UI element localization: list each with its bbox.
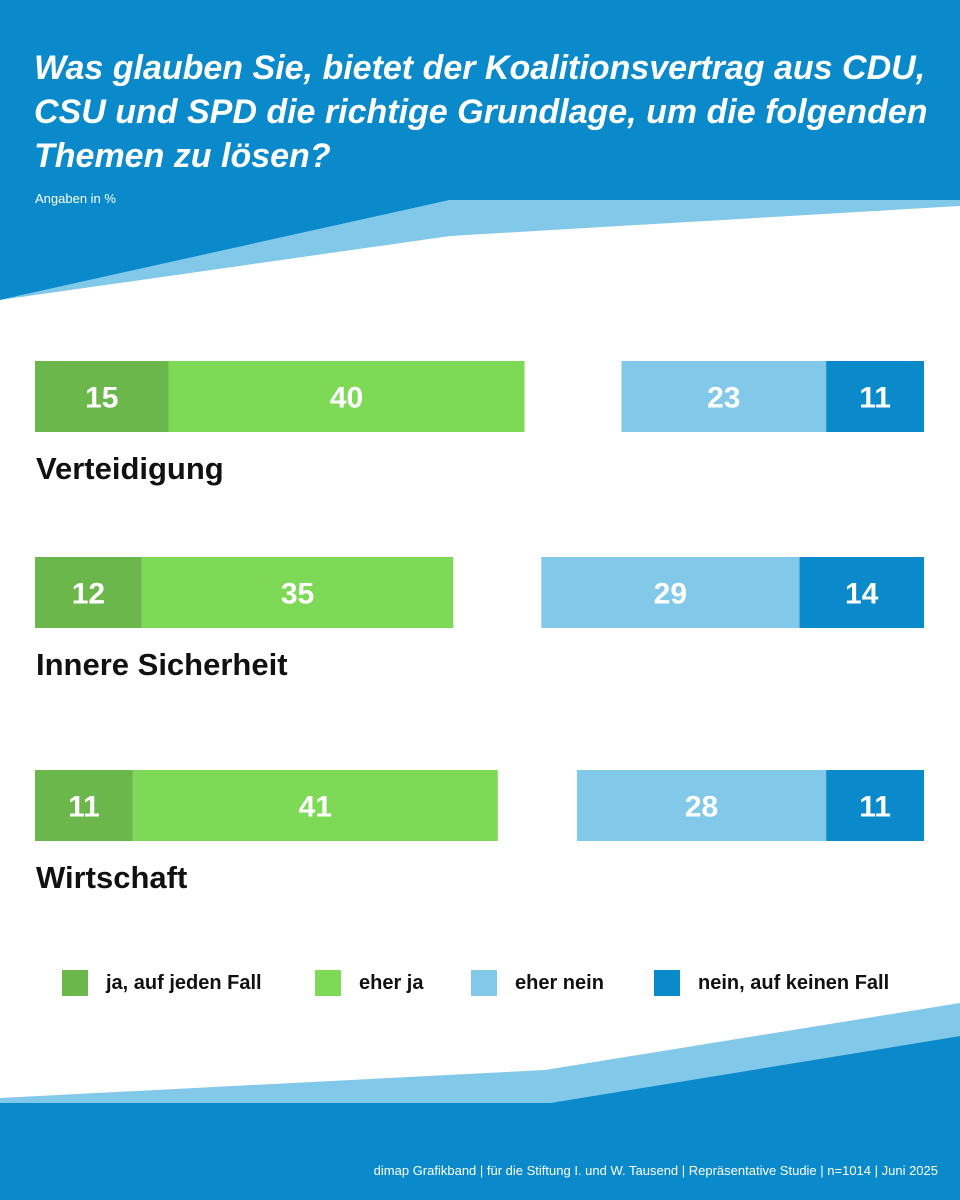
bar-eher-ja bbox=[168, 361, 525, 432]
bar-nein-auf-keinen-fall bbox=[826, 770, 924, 841]
header-band bbox=[0, 0, 960, 300]
chart-title: Was glauben Sie, bietet der Koalitionsve… bbox=[34, 49, 928, 175]
bar-value-label: 14 bbox=[845, 578, 879, 611]
bar-value-label: 12 bbox=[72, 578, 105, 611]
footer-band bbox=[0, 1036, 960, 1200]
bar-value-label: 35 bbox=[281, 578, 314, 611]
unit-note: Angaben in % bbox=[35, 191, 116, 206]
bar-value-label: 11 bbox=[68, 791, 100, 824]
legend-swatch bbox=[62, 970, 88, 996]
bar-nein-auf-keinen-fall bbox=[826, 361, 924, 432]
category-label: Wirtschaft bbox=[36, 860, 187, 895]
legend-label: nein, auf keinen Fall bbox=[698, 972, 890, 994]
bar-eher-nein bbox=[576, 770, 827, 841]
footer-accent-band bbox=[0, 1003, 960, 1103]
bar-ja-auf-jeden-fall bbox=[35, 557, 142, 628]
bar-value-label: 23 bbox=[707, 382, 740, 415]
category-label: Innere Sicherheit bbox=[36, 647, 288, 682]
bar-eher-ja bbox=[132, 770, 498, 841]
bar-eher-nein bbox=[541, 557, 800, 628]
legend-label: ja, auf jeden Fall bbox=[106, 972, 262, 994]
bar-value-label: 15 bbox=[85, 382, 118, 415]
legend-label: eher ja bbox=[359, 972, 424, 994]
legend-label: eher nein bbox=[515, 972, 604, 994]
header-accent-band bbox=[0, 200, 960, 300]
legend-swatch bbox=[315, 970, 341, 996]
bar-value-label: 11 bbox=[859, 791, 891, 824]
category-label: Verteidigung bbox=[36, 451, 224, 486]
bar-ja-auf-jeden-fall bbox=[35, 770, 133, 841]
bar-value-label: 28 bbox=[685, 791, 718, 824]
bar-value-label: 11 bbox=[859, 382, 891, 415]
source-note: dimap Grafikband | für die Stiftung I. u… bbox=[373, 1163, 938, 1178]
legend-swatch bbox=[654, 970, 680, 996]
legend-swatch bbox=[471, 970, 497, 996]
bar-value-label: 40 bbox=[330, 382, 363, 415]
bar-nein-auf-keinen-fall bbox=[799, 557, 924, 628]
bar-value-label: 41 bbox=[299, 791, 332, 824]
bar-eher-nein bbox=[621, 361, 827, 432]
bar-value-label: 29 bbox=[654, 578, 687, 611]
bar-eher-ja bbox=[141, 557, 454, 628]
bar-ja-auf-jeden-fall bbox=[35, 361, 169, 432]
